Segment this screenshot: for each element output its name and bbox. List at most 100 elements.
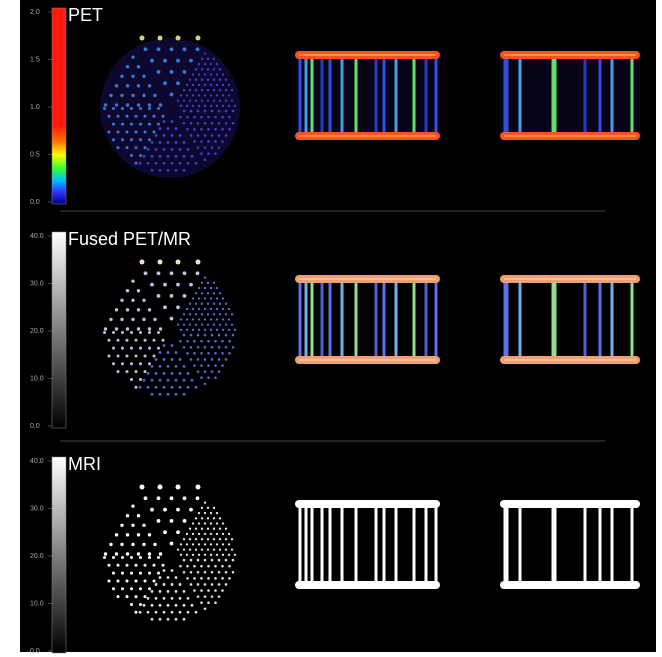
phantom-dot: [148, 103, 151, 106]
phantom-dot: [148, 123, 151, 126]
phantom-dot: [216, 543, 218, 545]
phantom-dot: [183, 47, 187, 51]
phantom-dot: [159, 127, 162, 130]
phantom-dot: [187, 597, 190, 600]
phantom-dot: [159, 141, 162, 144]
phantom-dot: [225, 538, 227, 540]
phantom-dot: [192, 318, 194, 320]
phantom-dot: [131, 504, 134, 507]
phantom-dot: [139, 347, 142, 350]
phantom-dot: [211, 358, 214, 361]
phantom-dot: [183, 313, 185, 315]
phantom-dot: [210, 94, 212, 96]
phantom-dot: [207, 577, 210, 580]
phantom-dot: [211, 370, 214, 373]
phantom-dot: [207, 116, 210, 119]
phantom-dot: [117, 339, 120, 342]
phantom-dot: [192, 105, 194, 107]
phantom-dot: [216, 308, 218, 310]
phantom-dot: [197, 595, 200, 598]
rod: [413, 504, 416, 586]
phantom-dot: [148, 587, 151, 590]
rod: [631, 504, 634, 586]
phantom-dot: [139, 603, 142, 606]
phantom-dot: [117, 595, 120, 598]
phantom-dot: [195, 323, 197, 325]
phantom-dot: [214, 376, 217, 379]
phantom-dot: [190, 346, 193, 349]
phantom-dot: [207, 507, 209, 509]
phantom-dot: [201, 313, 203, 315]
phantom-dot: [140, 260, 145, 265]
phantom-dot: [211, 334, 214, 337]
phantom-dot: [148, 362, 151, 365]
phantom-dot: [222, 105, 224, 107]
phantom-dot: [140, 485, 145, 490]
rod: [375, 55, 378, 137]
phantom-dot: [170, 47, 174, 51]
phantom-dot: [130, 331, 133, 334]
phantom-dot: [221, 116, 224, 119]
phantom-dot: [139, 378, 142, 381]
phantom-dot: [186, 340, 189, 343]
phantom-dot: [228, 116, 231, 119]
phantom-dot: [139, 611, 142, 614]
rod: [299, 504, 302, 586]
phantom-dot: [197, 122, 200, 125]
phantom-dot: [126, 146, 129, 149]
phantom-dot: [232, 571, 235, 574]
phantom-dot: [234, 329, 236, 331]
phantom-dot: [163, 583, 166, 586]
phantom-dot: [207, 282, 209, 284]
phantom-dot: [167, 393, 170, 396]
scale-label: 30.0: [30, 280, 44, 287]
phantom-dot: [183, 334, 186, 337]
phantom-dot: [179, 134, 182, 137]
phantom-dot: [139, 572, 142, 575]
phantom-dot: [175, 169, 178, 172]
phantom-dot: [234, 554, 236, 556]
rod: [311, 279, 314, 361]
phantom-dot: [210, 522, 212, 524]
phantom-dot: [183, 379, 186, 382]
phantom-dot: [186, 352, 189, 355]
phantom-dot: [158, 36, 163, 41]
phantom-dot: [198, 533, 200, 535]
phantom-dot: [115, 84, 118, 87]
phantom-dot: [159, 351, 162, 354]
phantom-dot: [153, 130, 156, 133]
phantom-dot: [148, 327, 151, 330]
phantom-dot: [186, 329, 188, 331]
phantom-dot: [139, 162, 142, 165]
phantom-dot: [130, 107, 133, 110]
rod: [584, 279, 587, 361]
phantom-dot: [163, 611, 166, 614]
phantom-dot: [200, 577, 203, 580]
phantom-dot: [228, 128, 231, 131]
phantom-dot: [171, 148, 174, 151]
phantom-dot: [180, 318, 182, 320]
phantom-dot: [211, 146, 214, 149]
phantom-dot: [218, 583, 221, 586]
phantom-dot: [159, 604, 162, 607]
rod: [395, 55, 398, 137]
phantom-dot: [193, 364, 196, 367]
phantom-dot: [157, 556, 160, 559]
phantom-dot: [139, 587, 142, 590]
phantom-dot: [139, 138, 142, 141]
phantom-dot: [192, 94, 194, 96]
phantom-dot: [126, 339, 129, 342]
phantom-dot: [155, 358, 158, 361]
phantom-dot: [216, 533, 218, 535]
phantom-dot: [218, 595, 221, 598]
phantom-dot: [179, 611, 182, 614]
phantom-dot: [195, 548, 197, 550]
phantom-dot: [204, 608, 207, 611]
phantom-dot: [158, 485, 163, 490]
phantom-dot: [201, 517, 203, 519]
phantom-dot: [153, 543, 156, 546]
phantom-dot: [157, 123, 160, 126]
scale-label: 20.0: [30, 553, 44, 560]
scale-label: 40.0: [30, 233, 44, 240]
phantom-dot: [195, 79, 197, 81]
